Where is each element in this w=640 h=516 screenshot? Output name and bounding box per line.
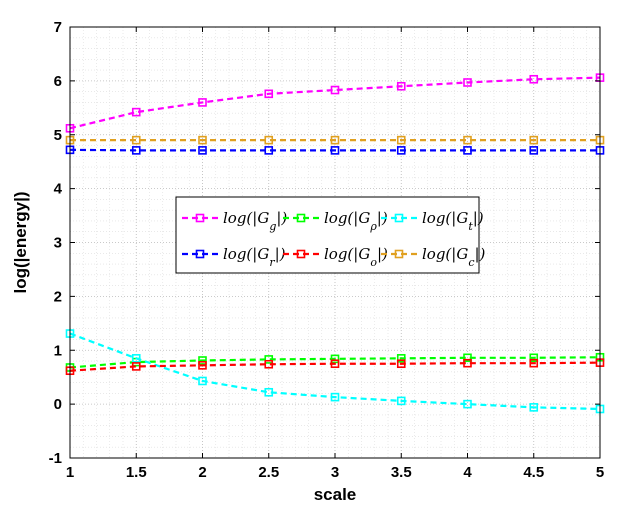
series-line (69, 356, 601, 369)
data-point (131, 146, 141, 155)
data-point (264, 355, 274, 364)
data-point (463, 135, 472, 145)
data-point (396, 396, 406, 406)
data-point (529, 135, 539, 145)
data-point (264, 387, 274, 397)
data-point (396, 354, 406, 363)
y-tick-label: 1 (54, 342, 62, 359)
y-tick-label: 7 (54, 19, 62, 36)
legend-marker (296, 213, 306, 223)
data-point (330, 354, 340, 364)
x-tick-label: 1.5 (126, 464, 147, 481)
y-tick-label: 2 (54, 288, 62, 305)
data-point (529, 146, 539, 155)
data-point (463, 353, 472, 363)
legend-entry-1: log(|Gg|) (182, 209, 287, 233)
series-line (69, 361, 601, 372)
legend: log(|Gg|) log(|Gρ|) log(|Gt|)log(|Gr|) log(… (175, 196, 486, 274)
data-point (330, 135, 340, 145)
data-point (463, 146, 472, 155)
legend-label: log(|Gt|) (422, 209, 484, 233)
x-axis-label: scale (314, 485, 357, 504)
data-point (264, 135, 274, 145)
data-point (463, 358, 472, 368)
data-point (330, 85, 340, 95)
data-point (198, 361, 207, 370)
y-tick-label: 0 (54, 396, 62, 413)
series-3 (65, 329, 605, 414)
data-point (198, 98, 207, 107)
x-tick-label: 5 (596, 464, 604, 481)
x-tick-labels: 1 1.5 2 2.5 3 3.5 4 4.5 5 (66, 464, 604, 481)
ticks (69, 26, 601, 459)
legend-entry-3: log(|Gt|) (381, 209, 484, 233)
data-point (396, 359, 406, 369)
y-tick-label: -1 (49, 450, 62, 467)
legend-marker (394, 213, 404, 223)
data-point (198, 135, 207, 145)
series-line (69, 148, 600, 152)
y-tick-label: 3 (54, 235, 62, 252)
y-axis-label: log(|energy|) (11, 191, 30, 293)
y-tick-label: 5 (54, 127, 62, 144)
data-point (198, 376, 207, 386)
data-point (264, 146, 274, 155)
legend-label: log(|Gr|) (223, 245, 286, 269)
data-point (131, 107, 141, 117)
legend-entry-4: log(|Gr|) (182, 245, 286, 269)
data-point (396, 81, 406, 91)
x-tick-label: 4.5 (523, 464, 544, 481)
data-point (396, 135, 406, 145)
legend-label: log(|Gg|) (223, 209, 287, 233)
data-point (396, 146, 406, 155)
data-point (529, 358, 539, 368)
data-point (131, 135, 141, 145)
y-tick-labels: -1 0 1 2 3 4 5 6 7 (49, 19, 63, 467)
x-tick-label: 4 (463, 464, 472, 481)
y-tick-label: 4 (54, 181, 63, 198)
data-point (529, 74, 539, 84)
data-point (463, 78, 472, 87)
data-point (198, 356, 207, 365)
data-point (264, 359, 274, 369)
data-point (131, 362, 141, 371)
x-tick-label: 3.5 (391, 464, 412, 481)
series-layer (65, 73, 605, 414)
y-tick-label: 6 (54, 73, 62, 90)
data-point (264, 89, 274, 99)
x-tick-label: 2 (198, 464, 206, 481)
legend-label: log(|Gc|) (422, 245, 486, 269)
legend-marker (394, 249, 404, 259)
data-point (330, 359, 340, 369)
series-5 (65, 358, 605, 376)
data-point (330, 392, 340, 402)
series-line (69, 76, 601, 130)
x-tick-label: 1 (66, 464, 74, 481)
legend-marker (195, 213, 205, 223)
x-tick-label: 2.5 (258, 464, 279, 481)
data-point (463, 399, 472, 409)
legend-entry-6: log(|Gc|) (381, 245, 486, 269)
data-point (529, 403, 539, 412)
data-point (330, 146, 340, 155)
legend-marker (195, 249, 205, 259)
data-point (198, 146, 207, 155)
x-tick-label: 3 (331, 464, 339, 481)
legend-marker (296, 249, 306, 259)
data-point (529, 353, 539, 363)
legend-box (175, 196, 480, 274)
data-point (131, 354, 141, 363)
series-line (69, 332, 601, 411)
